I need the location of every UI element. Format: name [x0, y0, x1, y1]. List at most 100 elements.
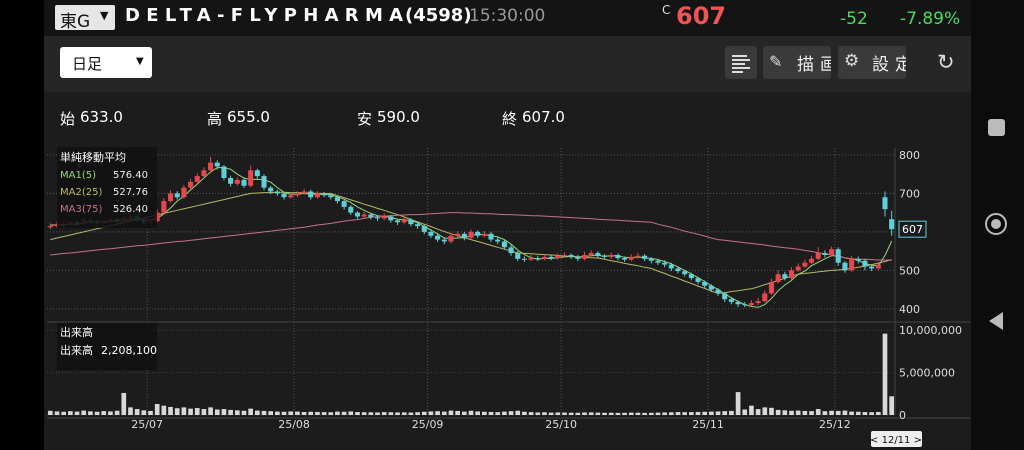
ohlc-value: 607.0: [522, 108, 565, 126]
candle-body: [455, 233, 461, 236]
y-tick-label: 0: [899, 409, 906, 422]
candle-body: [842, 262, 848, 271]
candle-body: [254, 170, 260, 177]
volume-bar: [742, 409, 748, 415]
draw-button[interactable]: ✎ 描画: [763, 46, 831, 79]
candle-body: [174, 193, 180, 198]
volume-bar: [355, 412, 360, 415]
change-pct: -7.89%: [900, 9, 961, 29]
volume-bar: [735, 392, 741, 415]
volume-bar: [749, 405, 754, 415]
change: -52: [840, 9, 868, 29]
volume-bar: [368, 412, 374, 415]
volume-bar: [295, 411, 300, 415]
candle-body: [268, 187, 274, 192]
legend-box: [57, 147, 157, 228]
volume-bar: [862, 412, 868, 415]
candle-body: [875, 264, 881, 269]
volume-bar: [415, 412, 420, 415]
candle-body: [742, 304, 748, 306]
ohlc-label: 安: [357, 110, 373, 128]
candle-body: [161, 201, 167, 213]
cursor-label: < 12/11 >: [870, 435, 922, 446]
candle-body: [608, 254, 614, 257]
nav-home[interactable]: [985, 213, 1007, 235]
list-button[interactable]: [725, 46, 757, 79]
volume-bar: [94, 411, 100, 415]
volume-bar: [475, 411, 481, 415]
volume-bar: [328, 412, 334, 415]
ohlc-label: 始: [60, 110, 76, 128]
volume-bar: [775, 409, 781, 415]
volume-bar: [835, 410, 841, 415]
candle-body: [568, 254, 574, 257]
list-icon: [732, 55, 750, 73]
candle-body: [441, 239, 447, 242]
volume-bar: [228, 409, 233, 415]
volume-bar: [308, 411, 314, 415]
volume-bar: [254, 410, 260, 415]
volume-bar: [208, 407, 213, 415]
volume-bar: [815, 409, 821, 415]
volume-bar: [889, 396, 894, 415]
volume-bar: [702, 411, 708, 415]
y-tick-label: 500: [899, 264, 920, 277]
candle-body: [521, 258, 527, 260]
volume-bar: [161, 405, 167, 415]
candle-body: [294, 193, 300, 196]
candle-body: [788, 270, 795, 279]
candle-body: [768, 281, 775, 294]
volume-bar: [648, 412, 654, 415]
legend-name: 出来高: [60, 343, 93, 357]
nav-back[interactable]: [987, 311, 1005, 331]
candle-body: [815, 253, 821, 259]
legend-value: 526.40: [113, 204, 148, 215]
volume-bar: [188, 408, 193, 415]
candle-body: [388, 216, 394, 221]
volume-bar: [682, 412, 688, 415]
volume-bar: [495, 412, 501, 415]
x-tick-label: 25/10: [545, 418, 577, 431]
volume-bar: [455, 410, 460, 415]
y-tick-label: 10,000,000: [899, 324, 962, 337]
candle-body: [508, 247, 514, 254]
candle-body: [829, 249, 835, 255]
volume-bar: [829, 410, 834, 415]
candle-body: [648, 258, 654, 261]
settings-button[interactable]: ⚙ 設定: [838, 46, 906, 79]
candle-body: [535, 258, 541, 260]
nav-recent[interactable]: [988, 119, 1005, 136]
ma-line: [50, 191, 892, 294]
candle-body: [708, 285, 714, 290]
volume-bar: [128, 407, 133, 415]
candle-body: [308, 191, 314, 198]
period-select[interactable]: 日足 ▼: [60, 47, 152, 78]
ohlc-label: 終: [502, 110, 518, 128]
volume-bar: [461, 411, 467, 415]
candle-body: [869, 266, 875, 269]
candle-body: [735, 301, 741, 305]
volume-bar: [642, 412, 647, 415]
candle-body: [348, 206, 354, 213]
volume-bar: [54, 411, 60, 415]
candle-body: [561, 254, 568, 256]
legend-title: 単純移動平均: [60, 150, 126, 164]
candle-body: [575, 256, 581, 259]
candle-body: [228, 178, 234, 184]
volume-bar: [729, 410, 734, 415]
volume-bar: [108, 411, 113, 415]
candle-body: [782, 274, 788, 279]
volume-bar: [375, 412, 380, 415]
volume-bar: [722, 411, 728, 415]
market-select[interactable]: 東G ▼: [55, 5, 115, 32]
volume-bar: [248, 408, 253, 415]
candle-body: [468, 231, 474, 238]
candle-body: [688, 274, 694, 279]
volume-bar: [214, 409, 220, 415]
refresh-button[interactable]: ↻: [937, 50, 955, 74]
volume-bar: [234, 410, 240, 415]
candle-body: [481, 233, 487, 236]
volume-bar: [622, 412, 627, 415]
